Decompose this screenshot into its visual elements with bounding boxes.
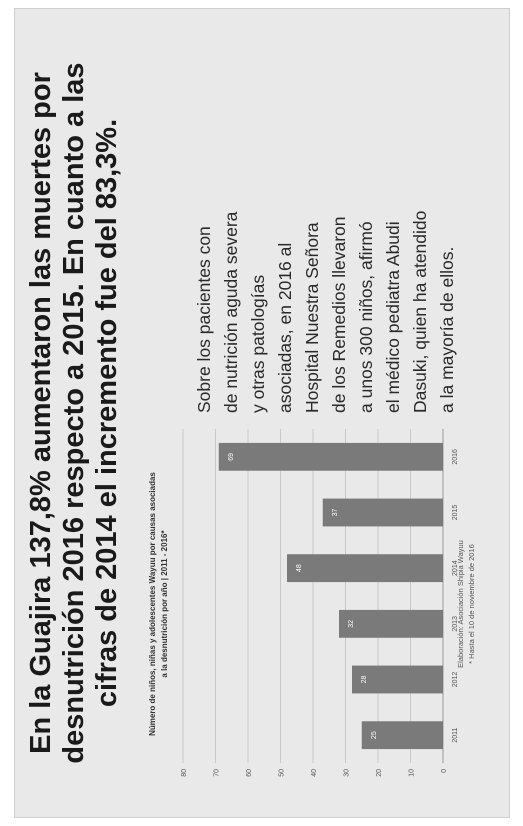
chart-container: Número de niños, niñas y adolescentes Wa… (145, 419, 505, 789)
bar-value-label: 28 (361, 676, 368, 684)
bar-value-label: 25 (371, 731, 378, 739)
bar (339, 609, 443, 638)
headline-line: En la Guajira 137,8% aumentaron las muer… (25, 72, 57, 754)
chart-source-note: Elaboración: Asociación Shipia Wayuu (456, 540, 465, 668)
y-tick-label: 70 (214, 769, 221, 777)
y-tick-label: 40 (311, 769, 318, 777)
headline: En la Guajira 137,8% aumentaron las muer… (25, 9, 124, 817)
y-tick-label: 60 (246, 769, 253, 777)
x-tick-label: 2014 (452, 560, 459, 576)
chart-title: Número de niños, niñas y adolescentes Wa… (147, 419, 171, 789)
paragraph-line: Sobre los pacientes con (194, 226, 214, 413)
headline-line: desnutrición 2016 respecto a 2015. En cu… (58, 62, 90, 764)
paragraph-line: Hospital Nuestra Señora (302, 222, 322, 413)
bar (352, 665, 443, 694)
x-tick-label: 2012 (452, 672, 459, 688)
bar (361, 721, 443, 750)
chart-footnote: * Hasta el 10 de noviembre de 2016 (467, 544, 476, 664)
y-tick-label: 80 (181, 769, 188, 777)
bar-value-label: 48 (296, 564, 303, 572)
paragraph-line: de los Remedios llevaron (329, 216, 349, 414)
article-page: En la Guajira 137,8% aumentaron las muer… (14, 8, 510, 818)
bar-value-label: 69 (228, 453, 235, 461)
paragraph-line: y otras patologías (248, 274, 268, 413)
paragraph-line: el médico pediatra Abudi (383, 221, 403, 413)
bar (218, 442, 443, 471)
x-tick-label: 2015 (452, 505, 459, 521)
bar-value-label: 32 (348, 620, 355, 628)
paragraph-line: a unos 300 niños, afirmó (356, 221, 376, 413)
x-tick-label: 2011 (452, 728, 459, 743)
paragraph-line: a la mayoría de ellos. (437, 246, 457, 413)
y-tick-label: 50 (279, 769, 286, 777)
y-tick-label: 20 (376, 769, 383, 777)
headline-line: cifras de 2014 el incremento fue del 83,… (91, 118, 123, 708)
chart-notes: Elaboración: Asociación Shipia Wayuu * H… (455, 419, 477, 789)
paragraph-line: asociadas, en 2016 al (275, 242, 295, 413)
paragraph-line: Dasuki, quien ha atendido (410, 210, 430, 413)
article-paragraph: Sobre los pacientes con de nutrición agu… (191, 33, 461, 413)
x-tick-label: 2013 (452, 616, 459, 632)
y-tick-label: 0 (441, 769, 448, 773)
bar (287, 554, 443, 583)
y-tick-label: 10 (409, 769, 416, 777)
bar-value-label: 37 (332, 509, 339, 517)
chart-title-line: a la desnutrición por año | 2011 - 2016* (160, 530, 169, 678)
paragraph-line: de nutrición aguda severa (221, 211, 241, 413)
rotated-content: En la Guajira 137,8% aumentaron las muer… (15, 9, 509, 817)
bar-chart: 0 10 20 30 40 50 60 70 80 25 2011 28 2012 32 2013 48 201… (181, 429, 459, 777)
x-tick-label: 2016 (452, 449, 459, 465)
bar (322, 498, 443, 527)
y-tick-label: 30 (344, 769, 351, 777)
chart-title-line: Número de niños, niñas y adolescentes Wa… (148, 472, 157, 736)
